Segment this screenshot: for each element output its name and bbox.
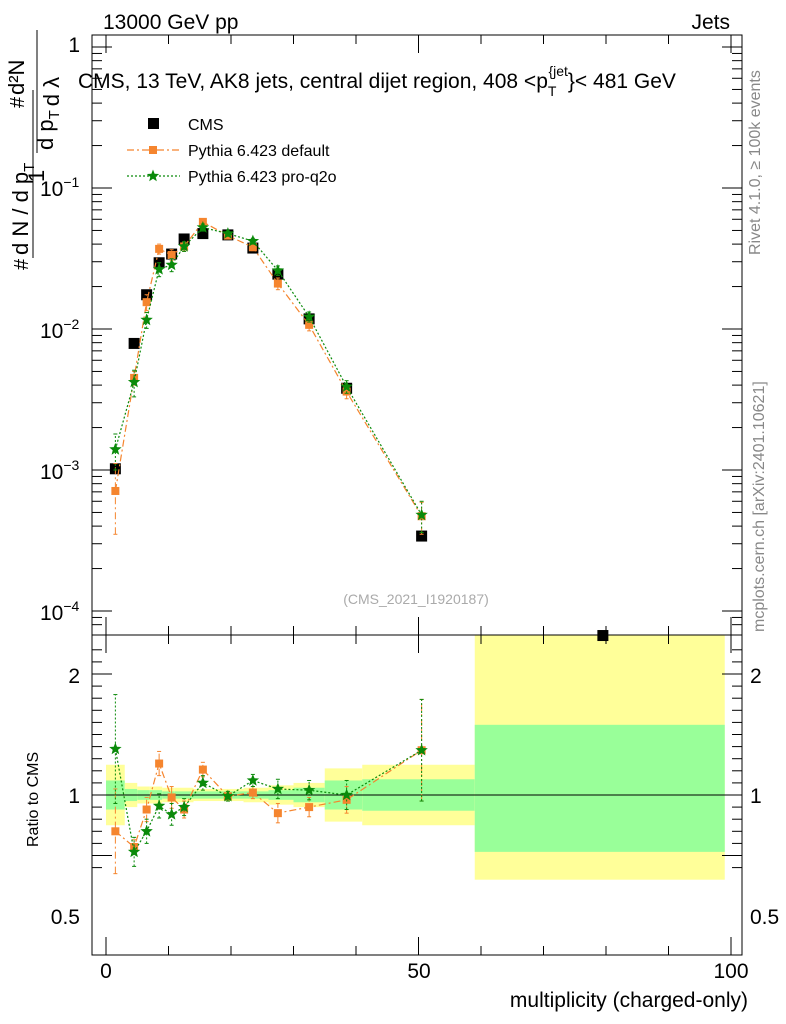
legend-q2o-label: Pythia 6.423 pro-q2o	[188, 169, 337, 186]
ratio-q2o-marker	[340, 788, 353, 801]
main-y-axis-label: # d N / d pT 1 d pTd λ # d²N	[4, 30, 64, 270]
pythia-q2o-marker	[221, 227, 235, 239]
ratio-ytick-left-05: 0.5	[51, 906, 80, 929]
ratio-default-marker	[142, 805, 151, 814]
pythia-default-marker	[142, 298, 151, 307]
pythia-q2o-marker	[271, 264, 285, 276]
ratio-q2o-marker	[302, 783, 316, 796]
header-right: Jets	[691, 11, 730, 34]
ylabel-one: 1	[24, 170, 49, 182]
pythia-q2o-marker	[415, 508, 428, 521]
ratio-y-axis-label: Ratio to CMS	[25, 752, 42, 847]
pythia-q2o-marker	[302, 310, 316, 323]
main-y-tick-labels: 1 10−1 10−2 10−3 10−4	[40, 34, 80, 625]
ratio-q2o-marker	[196, 776, 210, 789]
y-tick-label-1e-2: 10−2	[40, 316, 80, 343]
ratio-default-marker	[155, 759, 164, 768]
pythia-q2o-marker	[109, 442, 122, 455]
ratio-ytick-right-1: 1	[750, 785, 762, 808]
pythia-q2o-marker	[152, 262, 166, 275]
ratio-default-marker	[111, 827, 120, 836]
ylabel-d2n: d²N	[4, 60, 29, 95]
ratio-bands	[92, 635, 742, 880]
cms-data-point	[597, 630, 609, 642]
cms-data-point	[178, 233, 190, 245]
cms-data-point	[197, 228, 209, 240]
pythia-default-marker	[305, 320, 314, 329]
pythia-q2o-marker	[246, 234, 260, 247]
main-x-ticks	[105, 35, 732, 955]
y-tick-label-1e-1: 10−1	[40, 174, 80, 201]
pythia-q2o-marker	[127, 375, 141, 388]
ratio-q2o-marker	[246, 774, 260, 786]
ratio-ytick-left-1: 1	[68, 785, 80, 808]
ratio-ticks	[92, 649, 742, 869]
pythia-default-marker	[167, 250, 176, 259]
x-tick-label-100: 100	[713, 960, 748, 983]
legend-q2o-marker	[146, 169, 160, 182]
pythia-default-marker	[111, 486, 120, 495]
ratio-q2o-marker	[140, 824, 153, 837]
ratio-q2o-marker	[221, 789, 235, 802]
uncertainty-band-inner	[474, 724, 725, 852]
ratio-q2o-marker	[152, 799, 166, 812]
main-data	[109, 217, 609, 642]
ratio-q2o-marker	[127, 845, 141, 858]
ylabel-dpt: d pTd λ	[33, 77, 64, 150]
y-tick-label-1: 1	[68, 34, 80, 57]
legend-cms-marker	[148, 118, 159, 129]
pythia-default-marker	[248, 243, 257, 252]
ylabel-hash-1: #	[11, 258, 33, 270]
ratio-default-marker	[198, 765, 207, 774]
rivet-label: Rivet 4.1.0, ≥ 100k events	[747, 70, 764, 255]
legend-default-label: Pythia 6.423 default	[188, 143, 330, 160]
ratio-q2o-marker	[415, 743, 428, 756]
pythia-q2o-marker	[196, 221, 210, 233]
ratio-ytick-right-05: 0.5	[750, 906, 779, 929]
main-y-ticks	[92, 46, 742, 626]
ylabel-hash-2: #	[7, 96, 29, 108]
analysis-watermark: (CMS_2021_I1920187)	[343, 591, 489, 607]
x-tick-label-0: 0	[100, 960, 112, 983]
ylabel-dn: d N / d pT	[8, 163, 38, 255]
header-left: 13000 GeV pp	[103, 11, 238, 34]
ratio-default-marker	[273, 809, 282, 818]
legend-cms-label: CMS	[188, 117, 224, 134]
mcplots-label: mcplots.cern.ch [arXiv:2401.10621]	[751, 381, 768, 632]
pythia-q2o-marker	[165, 258, 178, 271]
x-tick-label-50: 50	[407, 960, 430, 983]
legend: CMS Pythia 6.423 default Pythia 6.423 pr…	[127, 117, 337, 186]
ratio-q2o-marker	[165, 807, 178, 820]
y-tick-label-1e-3: 10−3	[40, 457, 80, 484]
ratio-q2o-marker	[177, 800, 191, 813]
ratio-data	[109, 694, 428, 875]
pythia-default-marker	[155, 244, 164, 253]
ratio-q2o-marker	[109, 742, 122, 755]
ratio-q2o-marker	[271, 782, 285, 795]
ratio-default-marker	[248, 788, 257, 797]
ratio-ytick-right-2: 2	[750, 665, 762, 688]
plot-title: CMS, 13 TeV, AK8 jets, central dijet reg…	[78, 63, 676, 99]
cms-data-point	[416, 530, 428, 542]
y-tick-label-1e-4: 10−4	[40, 598, 80, 625]
legend-default-marker	[149, 146, 157, 154]
ratio-default-marker	[305, 803, 314, 812]
ratio-default-marker	[167, 793, 176, 802]
x-axis-label: multiplicity (charged-only)	[510, 989, 748, 1012]
pythia-q2o-marker	[140, 313, 153, 326]
pythia-default-marker	[273, 279, 282, 288]
pythia-q2o-marker	[340, 380, 353, 392]
cms-data-point	[128, 337, 140, 349]
ratio-ytick-left-2: 2	[68, 665, 80, 688]
pythia-q2o-marker	[177, 240, 191, 252]
